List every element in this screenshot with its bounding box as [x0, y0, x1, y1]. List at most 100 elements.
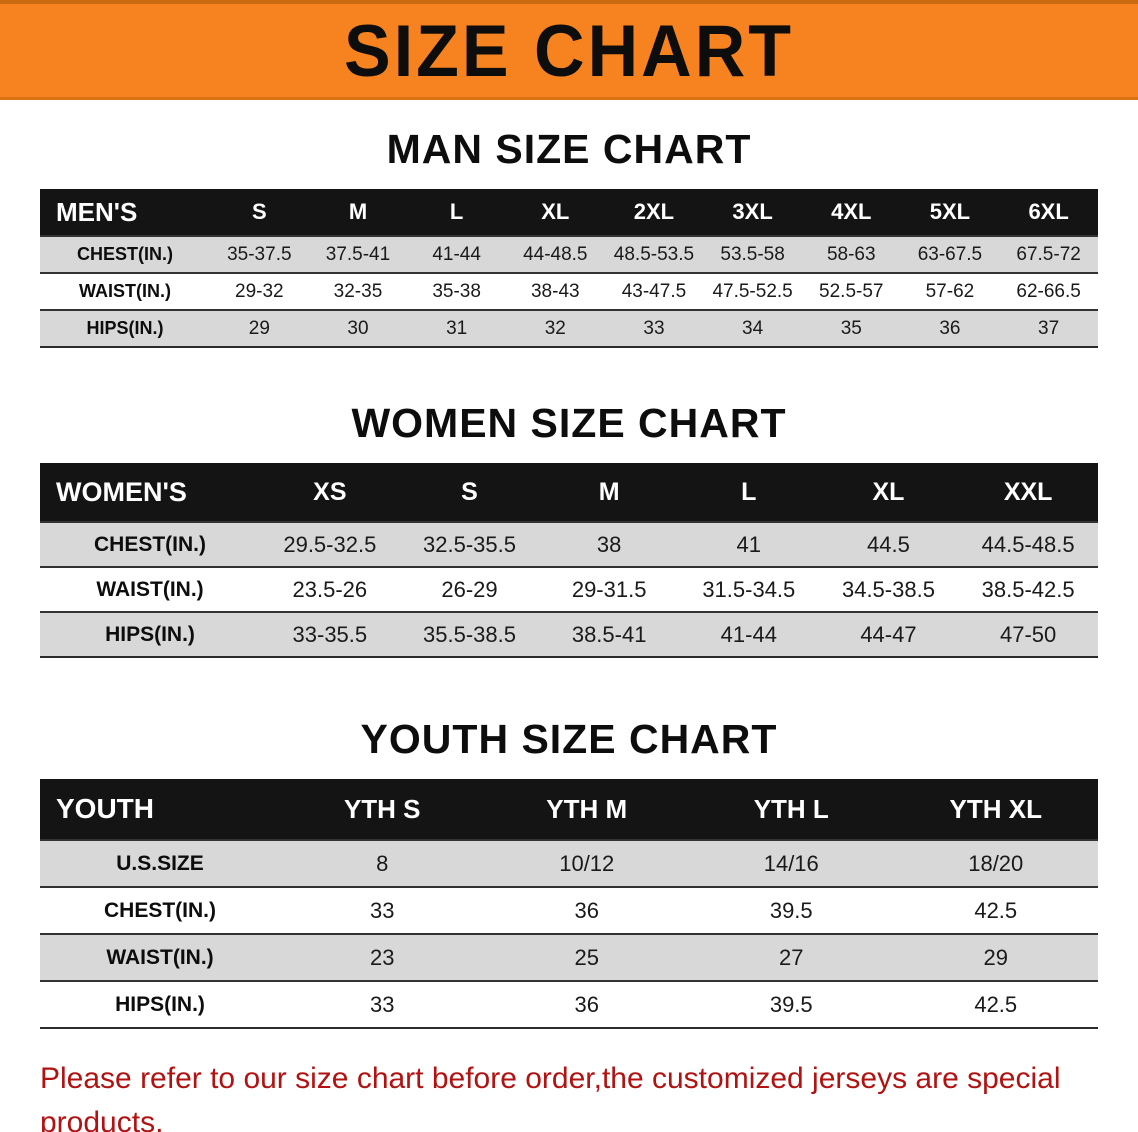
women-value-cell: 33-35.5	[292, 621, 368, 647]
men-value-cell: 41-44	[432, 243, 481, 265]
youth-row-label: U.S.SIZE	[116, 851, 204, 875]
men-value-cell: 35	[840, 317, 862, 339]
women-table-row: HIPS(IN.) 33-35.5 35.5-38.5 38.5-41 41-44 44-…	[40, 612, 1098, 657]
youth-value-cell: 36	[574, 897, 599, 923]
youth-row-label: WAIST(IN.)	[106, 945, 214, 969]
youth-value-cell: 42.5	[974, 897, 1018, 923]
men-value-cell: 44-48.5	[523, 243, 588, 265]
women-value-cell: 44.5	[867, 531, 910, 557]
size-chart-banner: SIZE CHART	[0, 0, 1138, 100]
men-header-row: MEN'S S M L XL 2XL 3XL 4XL 5XL 6XL	[40, 189, 1098, 236]
men-value-cell: 31	[446, 317, 468, 339]
women-value-cell: 47-50	[1000, 621, 1057, 647]
women-value-cell: 41-44	[720, 621, 777, 647]
women-size-header: XXL	[1003, 477, 1053, 506]
men-size-header: S	[251, 199, 267, 224]
youth-size-chart-heading: YOUTH SIZE CHART	[360, 716, 778, 762]
youth-size-header: YTH XL	[949, 793, 1042, 824]
men-value-cell: 34	[742, 317, 764, 339]
man-size-chart-heading: MAN SIZE CHART	[386, 126, 752, 172]
men-row-label: HIPS(IN.)	[86, 318, 164, 338]
youth-value-cell: 25	[574, 944, 599, 970]
men-size-header: 2XL	[633, 199, 675, 224]
women-value-cell: 38.5-41	[571, 621, 647, 647]
youth-value-cell: 29	[983, 944, 1008, 970]
men-size-header: 3XL	[732, 199, 773, 224]
men-value-cell: 35-38	[432, 280, 481, 302]
youth-value-cell: 27	[779, 944, 804, 970]
youth-value-cell: 8	[376, 850, 389, 876]
men-size-header: 4XL	[831, 199, 872, 224]
men-row-label: CHEST(IN.)	[77, 244, 173, 264]
women-size-header: M	[598, 477, 620, 506]
men-row-label: WAIST(IN.)	[79, 281, 171, 301]
disclaimer-text: Please refer to our size chart before or…	[40, 1057, 1118, 1132]
women-value-cell: 32.5-35.5	[423, 531, 516, 557]
men-value-cell: 29-32	[235, 280, 284, 302]
women-size-chart-heading: WOMEN SIZE CHART	[351, 400, 787, 446]
youth-value-cell: 18/20	[968, 850, 1024, 876]
youth-size-table: YOUTH YTH S YTH M YTH L YTH XL U.S.SIZE 8 10/12…	[40, 779, 1098, 1029]
women-value-cell: 29.5-32.5	[283, 531, 377, 557]
youth-value-cell: 33	[370, 897, 395, 923]
women-table-row: WAIST(IN.) 23.5-26 26-29 29-31.5 31.5-34.5 34…	[40, 567, 1098, 612]
youth-size-header: YTH S	[343, 793, 421, 824]
youth-header-row: YOUTH YTH S YTH M YTH L YTH XL	[40, 779, 1098, 840]
men-value-cell: 32-35	[333, 280, 383, 302]
men-value-cell: 30	[347, 317, 369, 339]
women-value-cell: 38	[596, 531, 622, 557]
youth-table-row: U.S.SIZE 8 10/12 14/16 18/20	[40, 840, 1098, 887]
women-row-label: HIPS(IN.)	[105, 622, 195, 646]
youth-table-row: WAIST(IN.) 23 25 27 29	[40, 934, 1098, 981]
youth-size-header: YTH M	[546, 793, 628, 824]
men-value-cell: 52.5-57	[819, 280, 884, 302]
youth-value-cell: 33	[370, 991, 395, 1017]
men-value-cell: 36	[939, 317, 961, 339]
men-table-row: HIPS(IN.) 29 30 31 32 33 34 35 36 37	[40, 310, 1098, 347]
men-value-cell: 29	[248, 317, 270, 339]
men-value-cell: 37.5-41	[325, 243, 391, 265]
youth-value-cell: 14/16	[763, 850, 819, 876]
youth-value-cell: 23	[370, 944, 395, 970]
women-size-table: WOMEN'S XS S M L XL XXL CHEST(IN.) 29.5-32.5 32.5…	[40, 463, 1098, 658]
women-value-cell: 41	[736, 531, 762, 557]
men-value-cell: 57-62	[925, 280, 975, 302]
size-chart-title: SIZE CHART	[344, 9, 794, 92]
men-value-cell: 35-37.5	[227, 243, 292, 265]
youth-table-row: HIPS(IN.) 33 36 39.5 42.5	[40, 981, 1098, 1028]
youth-row-label: CHEST(IN.)	[104, 898, 216, 922]
youth-row-label: HIPS(IN.)	[115, 992, 205, 1016]
women-size-header: S	[461, 477, 478, 506]
women-row-label: CHEST(IN.)	[94, 532, 206, 556]
men-value-cell: 38-43	[530, 280, 580, 302]
women-value-cell: 44-47	[860, 621, 917, 647]
disclaimer-line-1: Please refer to our size chart before or…	[40, 1062, 1061, 1132]
men-table-row: WAIST(IN.) 29-32 32-35 35-38 38-43 43-47.5 47.…	[40, 273, 1098, 310]
youth-value-cell: 39.5	[769, 897, 813, 923]
women-value-cell: 26-29	[441, 576, 498, 602]
youth-table-title: YOUTH	[56, 793, 154, 824]
men-value-cell: 58-63	[826, 243, 876, 265]
women-table-title: WOMEN'S	[56, 476, 187, 507]
men-table-title: MEN'S	[56, 196, 138, 227]
youth-size-header: YTH L	[753, 793, 829, 824]
men-value-cell: 63-67.5	[917, 243, 983, 265]
men-value-cell: 37	[1038, 317, 1060, 339]
youth-value-cell: 39.5	[769, 991, 813, 1017]
youth-value-cell: 42.5	[974, 991, 1018, 1017]
men-table-row: CHEST(IN.) 35-37.5 37.5-41 41-44 44-48.5 48.5…	[40, 236, 1098, 273]
women-value-cell: 31.5-34.5	[702, 576, 796, 602]
men-size-header: 5XL	[929, 199, 971, 224]
women-value-cell: 35.5-38.5	[423, 621, 516, 647]
men-value-cell: 67.5-72	[1016, 243, 1081, 265]
women-size-header: XS	[313, 477, 347, 506]
women-table-row: CHEST(IN.) 29.5-32.5 32.5-35.5 38 41 44.5 44.5…	[40, 522, 1098, 567]
men-value-cell: 48.5-53.5	[613, 243, 695, 265]
men-value-cell: 43-47.5	[621, 280, 687, 302]
men-size-header: 6XL	[1028, 199, 1069, 224]
men-size-header: M	[348, 199, 368, 224]
men-value-cell: 62-66.5	[1016, 280, 1081, 302]
women-size-header: XL	[872, 477, 905, 506]
women-size-header: L	[741, 477, 757, 506]
men-value-cell: 33	[643, 317, 665, 339]
